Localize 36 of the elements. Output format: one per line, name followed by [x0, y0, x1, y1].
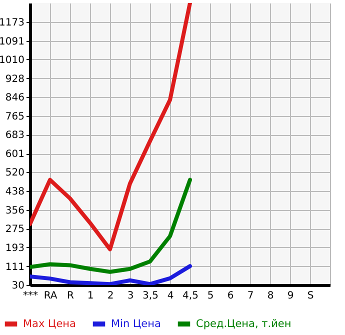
x-tick-label: 2 — [107, 290, 114, 302]
x-tick-label: 7 — [247, 290, 254, 302]
y-tick-label: 601 — [5, 149, 24, 160]
x-tick-label: R — [67, 290, 74, 302]
y-tick-label: 928 — [5, 74, 24, 85]
y-tick-label: 1091 — [0, 36, 24, 48]
x-tick-label: 4 — [167, 290, 174, 302]
x-tick-label: 5 — [207, 290, 214, 302]
legend-label: Сред.Цена, т.йен — [196, 318, 292, 330]
y-tick-label: 683 — [5, 130, 24, 142]
x-tick-label: 4,5 — [182, 290, 198, 302]
y-tick-label: 520 — [5, 168, 24, 179]
line-series — [30, 178, 192, 274]
x-tick-label: 6 — [227, 290, 234, 302]
x-tick-label: 3 — [127, 290, 134, 302]
y-tick-label: 193 — [5, 242, 24, 254]
y-tick-label: 846 — [5, 92, 24, 104]
x-tick-label: 9 — [287, 290, 294, 302]
y-tick-label: 275 — [5, 224, 24, 236]
y-tick-label: 111 — [5, 262, 24, 273]
x-tick-label: 8 — [267, 290, 274, 302]
x-tick-label: 3,5 — [142, 290, 158, 302]
x-tick-label: RA — [44, 290, 58, 302]
legend-label: Max Цена — [23, 318, 76, 330]
x-tick-label: 1 — [87, 290, 94, 302]
x-tick-label: S — [307, 290, 314, 302]
y-tick-label: 1173 — [0, 17, 24, 28]
line-series — [30, 3, 192, 252]
legend-label: Min Цена — [111, 318, 161, 330]
y-tick-label: 438 — [5, 186, 24, 198]
y-tick-label: 356 — [5, 205, 24, 216]
y-tick-label: 765 — [5, 111, 24, 122]
y-tick-label: 1010 — [0, 54, 24, 66]
y-tick-label: 30 — [12, 280, 24, 292]
line-series — [30, 264, 192, 285]
x-tick-label: *** — [23, 290, 38, 302]
